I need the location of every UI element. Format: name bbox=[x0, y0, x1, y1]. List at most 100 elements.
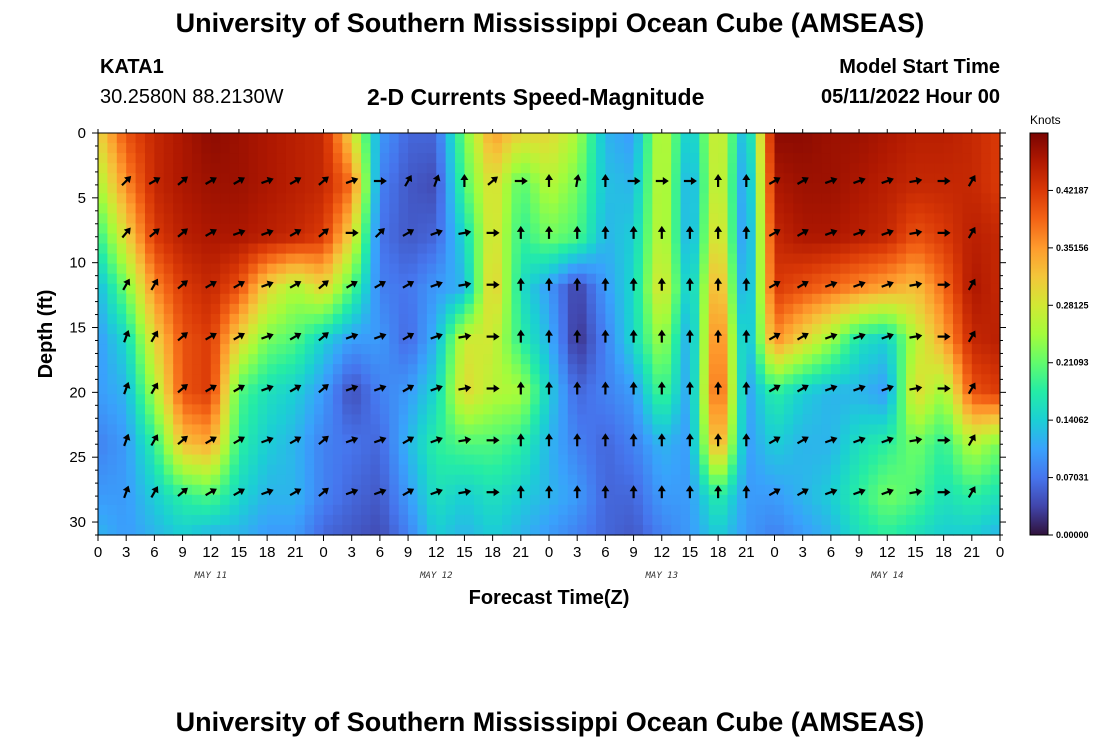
heatmap-cell bbox=[473, 454, 484, 466]
x-tick-label: 15 bbox=[682, 544, 699, 561]
heatmap-cell bbox=[483, 233, 494, 245]
heatmap-cell bbox=[210, 434, 221, 446]
station-id: KATA1 bbox=[100, 56, 164, 78]
heatmap-cell bbox=[802, 163, 813, 174]
heatmap-cell bbox=[492, 303, 503, 315]
heatmap-cell bbox=[614, 504, 625, 516]
current-arrow bbox=[573, 225, 582, 239]
heatmap-cell bbox=[351, 133, 362, 144]
heatmap-cell bbox=[746, 484, 757, 496]
heatmap-cell bbox=[624, 514, 635, 526]
heatmap-cell bbox=[896, 243, 907, 255]
heatmap-cell bbox=[887, 464, 898, 476]
heatmap-cell bbox=[520, 233, 531, 245]
heatmap-cell bbox=[915, 303, 926, 315]
heatmap-cell bbox=[201, 193, 212, 204]
heatmap-cell bbox=[539, 263, 550, 275]
heatmap-cell bbox=[173, 464, 184, 476]
heatmap-cell bbox=[492, 143, 503, 154]
heatmap-cell bbox=[379, 213, 390, 225]
heatmap-cell bbox=[689, 163, 700, 174]
heatmap-cell bbox=[445, 344, 456, 355]
heatmap-cell bbox=[314, 384, 325, 395]
heatmap-cell bbox=[680, 133, 691, 144]
heatmap-cell bbox=[671, 153, 682, 164]
heatmap-cell bbox=[821, 163, 832, 174]
heatmap-cell bbox=[577, 404, 588, 415]
heatmap-cell bbox=[408, 213, 419, 225]
heatmap-cell bbox=[304, 344, 315, 355]
heatmap-cell bbox=[191, 153, 202, 164]
heatmap-cell bbox=[295, 223, 306, 235]
heatmap-cell bbox=[163, 434, 174, 446]
heatmap-cell bbox=[144, 243, 155, 255]
heatmap-cell bbox=[314, 323, 325, 335]
heatmap-cell bbox=[314, 524, 325, 536]
heatmap-cell bbox=[304, 163, 315, 174]
heatmap-cell bbox=[990, 354, 1001, 365]
heatmap-cell bbox=[285, 364, 296, 375]
heatmap-cell bbox=[417, 233, 428, 245]
heatmap-cell bbox=[426, 133, 437, 144]
heatmap-cell bbox=[990, 334, 1001, 345]
heatmap-cell bbox=[549, 514, 559, 526]
heatmap-cell bbox=[558, 484, 569, 496]
heatmap-cell bbox=[445, 283, 456, 295]
heatmap-cell bbox=[821, 364, 832, 375]
heatmap-cell bbox=[906, 424, 917, 436]
heatmap-cell bbox=[483, 354, 494, 365]
arrow-head bbox=[629, 329, 638, 336]
heatmap-cell bbox=[267, 424, 278, 436]
heatmap-cell bbox=[812, 203, 823, 214]
heatmap-cell bbox=[906, 524, 917, 536]
heatmap-cell bbox=[624, 354, 635, 365]
heatmap-cell bbox=[295, 203, 306, 214]
heatmap-cell bbox=[962, 374, 973, 385]
heatmap-cell bbox=[191, 414, 202, 426]
heatmap-cell bbox=[163, 364, 174, 375]
heatmap-cell bbox=[727, 484, 738, 496]
heatmap-cell bbox=[135, 293, 146, 305]
heatmap-cell bbox=[389, 424, 400, 436]
heatmap-cell bbox=[248, 364, 259, 375]
heatmap-cell bbox=[868, 394, 879, 405]
heatmap-cell bbox=[699, 494, 710, 506]
current-arrow bbox=[318, 487, 329, 497]
heatmap-cell bbox=[595, 444, 606, 456]
heatmap-cell bbox=[116, 364, 127, 375]
heatmap-cell bbox=[520, 464, 531, 476]
heatmap-cell bbox=[135, 153, 146, 164]
heatmap-cell bbox=[473, 424, 484, 436]
heatmap-cell bbox=[549, 474, 559, 486]
heatmap-cell bbox=[210, 193, 221, 204]
heatmap-cell bbox=[943, 153, 954, 164]
heatmap-cell bbox=[736, 253, 747, 265]
heatmap-cell bbox=[483, 203, 494, 214]
heatmap-cell bbox=[849, 323, 860, 335]
heatmap-cell bbox=[163, 233, 174, 245]
heatmap-cell bbox=[314, 213, 325, 225]
current-arrow bbox=[121, 176, 132, 187]
heatmap-cell bbox=[699, 474, 710, 486]
heatmap-cell bbox=[473, 153, 484, 164]
heatmap-cell bbox=[455, 404, 466, 415]
heatmap-cell bbox=[859, 384, 870, 395]
heatmap-cell bbox=[765, 293, 776, 305]
arrow-head bbox=[516, 225, 525, 232]
heatmap-cell bbox=[652, 303, 663, 315]
arrow-head bbox=[266, 228, 274, 237]
heatmap-cell bbox=[736, 163, 747, 174]
heatmap-cell bbox=[464, 394, 475, 405]
heatmap-cell bbox=[379, 133, 390, 144]
heatmap-cell bbox=[755, 253, 766, 265]
heatmap-cell bbox=[624, 524, 635, 536]
heatmap-cell bbox=[755, 223, 766, 235]
heatmap-cell bbox=[755, 193, 766, 204]
heatmap-cell bbox=[248, 313, 259, 325]
heatmap-cell bbox=[614, 133, 625, 144]
heatmap-cell bbox=[126, 163, 137, 174]
heatmap-cell bbox=[802, 474, 813, 486]
y-axis-title: Depth (ft) bbox=[35, 290, 57, 379]
heatmap-cell bbox=[943, 464, 954, 476]
heatmap-cell bbox=[633, 364, 644, 375]
